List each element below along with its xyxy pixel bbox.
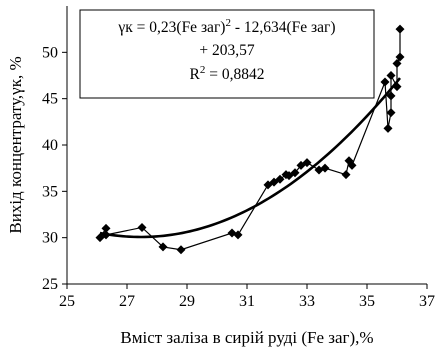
data-point-marker (176, 245, 186, 255)
data-point-marker (290, 168, 300, 178)
y-tick-label: 35 (42, 183, 58, 200)
data-point-marker (395, 52, 405, 62)
data-point-marker (386, 91, 396, 101)
data-point-marker (392, 82, 402, 92)
x-tick-label: 35 (359, 293, 375, 310)
data-point-marker (302, 158, 312, 168)
x-tick-label: 27 (119, 293, 135, 310)
r-squared-value: = 0,8842 (205, 66, 264, 83)
data-point-marker (101, 223, 111, 233)
data-point-marker (386, 108, 396, 118)
data-point-marker (347, 160, 357, 170)
x-axis-title: Вміст заліза в сирій руді (Fe заг),% (120, 328, 373, 347)
y-tick-label: 40 (42, 137, 58, 154)
data-point-marker (233, 230, 243, 240)
equation-box (79, 9, 375, 99)
data-point-marker (395, 24, 405, 34)
equation-line-1-main: γк = 0,23(Fe заг) (117, 19, 225, 36)
data-point-marker (275, 174, 285, 184)
y-tick-label: 45 (42, 91, 58, 108)
x-tick-label: 33 (299, 293, 315, 310)
data-point-marker (380, 77, 390, 87)
data-point-marker (101, 230, 111, 240)
points-group (95, 24, 405, 255)
ticks: 25 27 29 31 33 35 37 25 30 35 40 45 50 (42, 44, 435, 310)
data-point-marker (137, 222, 147, 232)
trendline-group (99, 77, 402, 239)
x-tick-label: 37 (419, 293, 435, 310)
r-squared-sup: 2 (200, 64, 206, 76)
y-axis-title: Вихід концентрату,γк, % (6, 56, 25, 233)
y-tick-label: 25 (42, 276, 58, 293)
data-point-marker (392, 58, 402, 68)
y-tick-label: 30 (42, 230, 58, 247)
equation-line-1-rest: - 12,634(Fe заг) (231, 19, 336, 36)
data-point-marker (320, 163, 330, 173)
r-squared-label: R2 = 0,8842 (190, 64, 265, 83)
x-tick-label: 25 (59, 293, 75, 310)
data-point-marker (341, 170, 351, 180)
x-tick-label: 31 (239, 293, 255, 310)
y-tick-label: 50 (42, 44, 58, 61)
data-point-marker (383, 123, 393, 133)
equation-line-2: + 203,57 (199, 42, 254, 59)
trendline (99, 77, 402, 239)
equation-line-1: γк = 0,23(Fe заг)2 - 12,634(Fe заг) (117, 17, 335, 36)
data-point-marker (386, 71, 396, 80)
equation-line-1-sup: 2 (225, 17, 231, 29)
data-point-marker (158, 242, 168, 252)
r-squared-r: R (190, 66, 201, 83)
equation-annotation: γк = 0,23(Fe заг)2 - 12,634(Fe заг) + 20… (79, 9, 375, 99)
x-tick-label: 29 (179, 293, 195, 310)
